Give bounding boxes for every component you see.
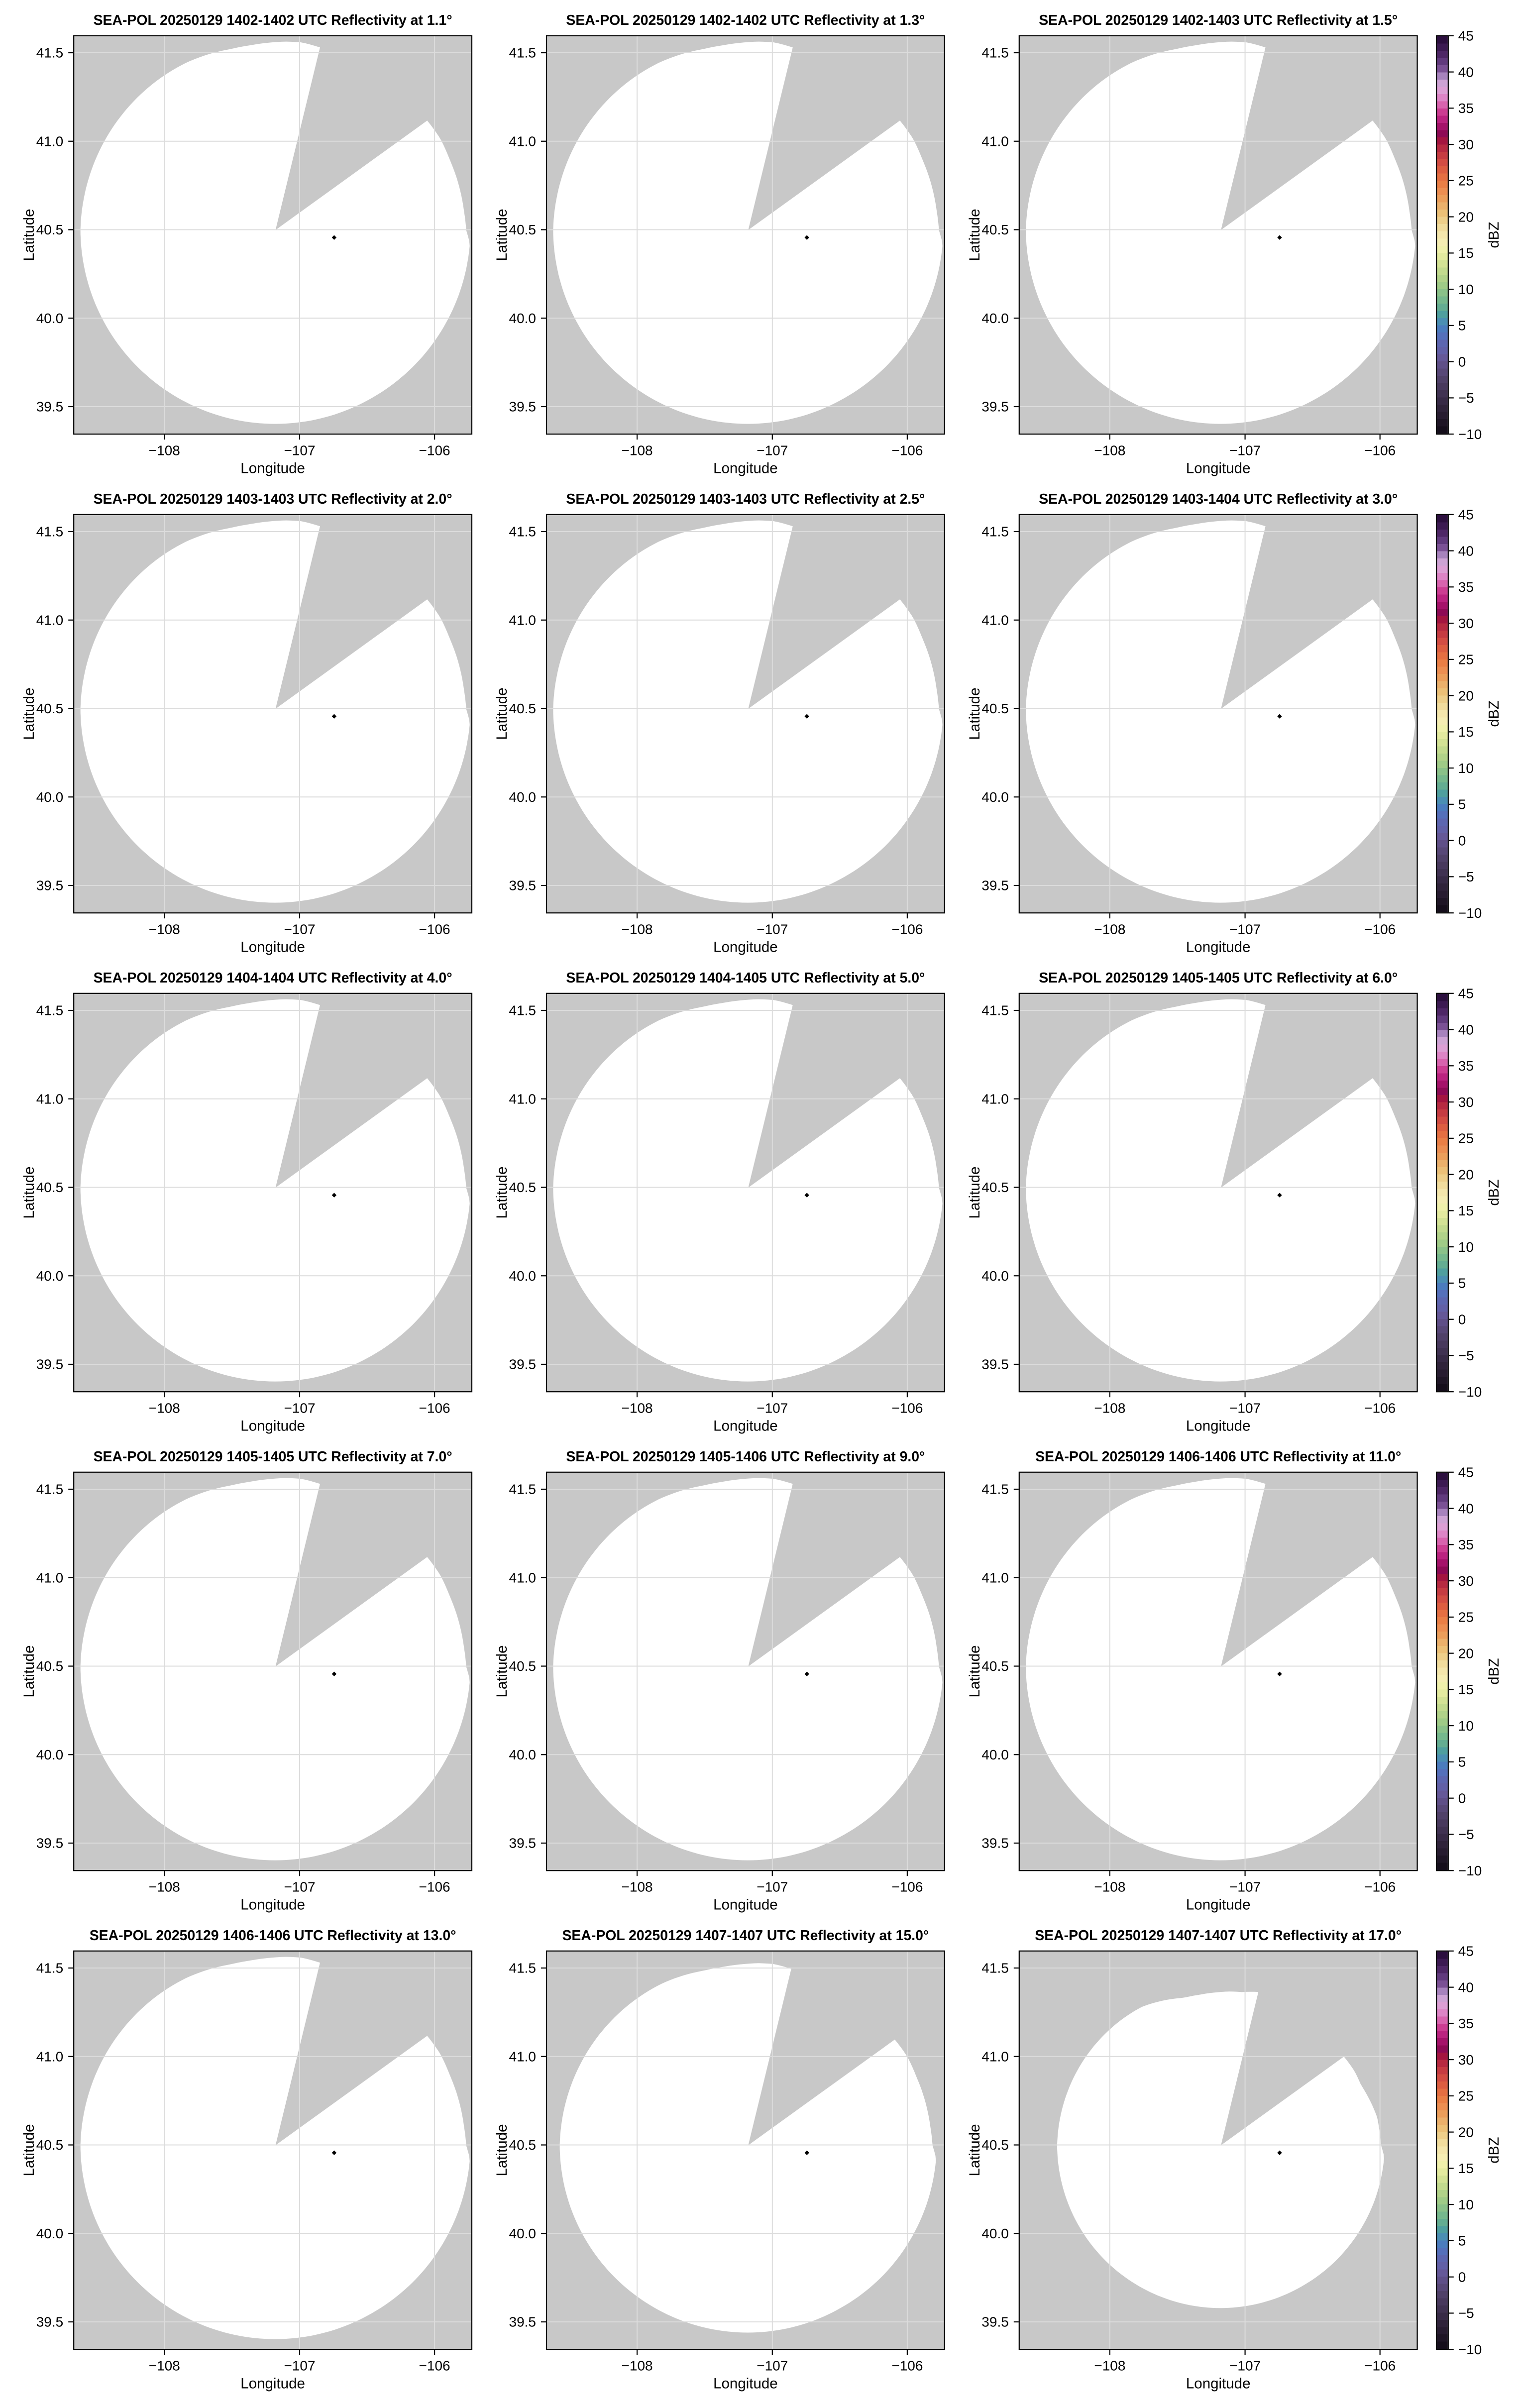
svg-text:SEA-POL 20250129 1404-1404 UTC: SEA-POL 20250129 1404-1404 UTC Reflectiv… [94,970,452,986]
svg-text:SEA-POL 20250129 1405-1406 UTC: SEA-POL 20250129 1405-1406 UTC Reflectiv… [566,1449,925,1465]
svg-text:SEA-POL 20250129 1407-1407 UTC: SEA-POL 20250129 1407-1407 UTC Reflectiv… [1035,1928,1402,1944]
svg-text:SEA-POL 20250129 1402-1402 UTC: SEA-POL 20250129 1402-1402 UTC Reflectiv… [94,12,452,28]
svg-text:SEA-POL 20250129 1403-1403 UTC: SEA-POL 20250129 1403-1403 UTC Reflectiv… [94,491,452,507]
svg-text:SEA-POL 20250129 1405-1405 UTC: SEA-POL 20250129 1405-1405 UTC Reflectiv… [1039,970,1398,986]
svg-text:SEA-POL 20250129 1406-1406 UTC: SEA-POL 20250129 1406-1406 UTC Reflectiv… [1035,1449,1401,1465]
svg-text:SEA-POL 20250129 1403-1403 UTC: SEA-POL 20250129 1403-1403 UTC Reflectiv… [566,491,925,507]
svg-text:SEA-POL 20250129 1406-1406 UTC: SEA-POL 20250129 1406-1406 UTC Reflectiv… [90,1928,456,1944]
svg-text:SEA-POL 20250129 1405-1405 UTC: SEA-POL 20250129 1405-1405 UTC Reflectiv… [94,1449,452,1465]
svg-text:SEA-POL 20250129 1407-1407 UTC: SEA-POL 20250129 1407-1407 UTC Reflectiv… [562,1928,929,1944]
svg-text:SEA-POL 20250129 1403-1404 UTC: SEA-POL 20250129 1403-1404 UTC Reflectiv… [1039,491,1398,507]
svg-text:SEA-POL 20250129 1402-1403 UTC: SEA-POL 20250129 1402-1403 UTC Reflectiv… [1039,12,1398,28]
svg-text:SEA-POL 20250129 1404-1405 UTC: SEA-POL 20250129 1404-1405 UTC Reflectiv… [566,970,925,986]
svg-text:SEA-POL 20250129 1402-1402 UTC: SEA-POL 20250129 1402-1402 UTC Reflectiv… [566,12,925,28]
